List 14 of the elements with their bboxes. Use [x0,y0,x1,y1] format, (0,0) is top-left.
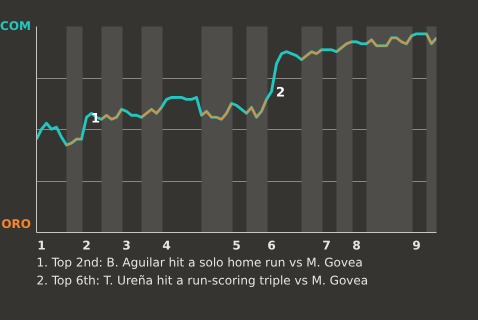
x-tick-label: 2 [82,238,91,252]
x-tick-label: 6 [267,238,276,252]
text: COM [0,18,31,35]
text: ORO [1,216,31,233]
x-tick-label: 5 [232,238,241,252]
text: 1. Top 2nd: B. Aguilar hit a solo home run vs M. Govea [36,256,363,270]
x-tick-label: 7 [322,238,331,252]
x-tick-label: 4 [162,238,171,252]
x-tick-label: 9 [412,238,421,252]
annotation: 2 [276,85,286,100]
text: 2. Top 6th: T. Ureña hit a run-scoring triple vs M. Govea [36,274,368,288]
x-tick-label: 3 [122,238,131,252]
x-tick-label: 1 [37,238,46,252]
x-tick-label: 8 [352,238,361,252]
